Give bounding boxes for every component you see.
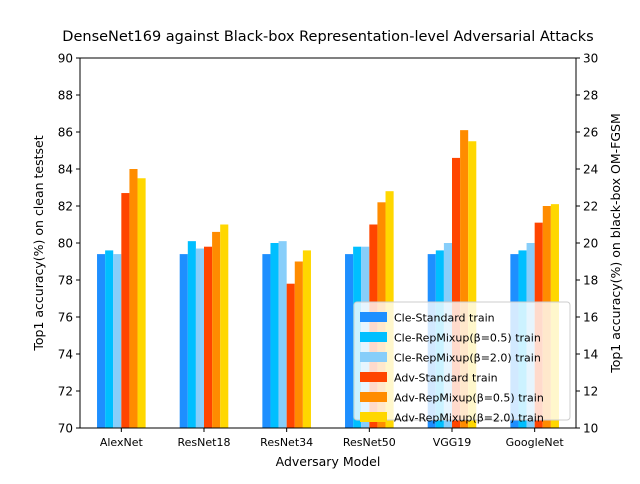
legend-swatch	[360, 352, 387, 362]
bar-alexnet-series-3	[113, 254, 122, 428]
y-tick-label: 80	[58, 237, 73, 251]
bar-resnet18-series-5	[212, 231, 221, 428]
bar-resnet34-series-4	[286, 283, 295, 428]
legend-label: Adv-Standard train	[394, 372, 498, 385]
x-tick-label: AlexNet	[100, 436, 144, 449]
x-tick-label: VGG19	[433, 436, 472, 449]
bar-resnet18-series-1	[179, 254, 188, 428]
legend-box	[353, 301, 571, 421]
y-tick-label: 76	[58, 311, 73, 325]
y2-tick-label: 14	[583, 348, 598, 362]
bar-vgg19-series-5	[460, 130, 469, 428]
bar-alexnet-series-4	[121, 193, 130, 428]
y2-tick-label: 28	[583, 89, 598, 103]
y-tick-label: 78	[58, 274, 73, 288]
legend-swatch	[360, 392, 387, 402]
y-tick-label: 84	[58, 163, 73, 177]
legend-label: Adv-RepMixup(β=2.0) train	[394, 412, 544, 425]
x-tick-label: ResNet34	[260, 436, 313, 449]
y-tick-label: 88	[58, 89, 73, 103]
y-tick-label: 72	[58, 385, 73, 399]
bar-vgg19-series-4	[452, 157, 461, 428]
bar-resnet50-series-1	[345, 254, 354, 428]
y2-tick-label: 26	[583, 126, 598, 140]
y2-axis-label: Top1 accuracy(%) on black-box OM-FGSM	[608, 113, 623, 374]
bar-vgg19-series-6	[468, 141, 477, 428]
bar-resnet34-series-1	[262, 254, 271, 428]
x-axis-label: Adversary Model	[276, 454, 381, 469]
y-tick-label: 86	[58, 126, 73, 140]
legend: Cle-Standard train Cle-RepMixup(β=0.5) tr…	[353, 301, 571, 425]
y2-tick-label: 10	[583, 422, 598, 436]
bar-alexnet-series-6	[137, 178, 146, 428]
bar-resnet18-series-3	[195, 248, 204, 428]
legend-swatch	[360, 312, 387, 322]
x-tick-label: ResNet18	[178, 436, 231, 449]
y2-tick-label: 20	[583, 237, 598, 251]
y2-tick-label: 12	[583, 385, 598, 399]
legend-label: Cle-RepMixup(β=2.0) train	[394, 352, 541, 365]
y2-tick-label: 18	[583, 274, 598, 288]
legend-label: Adv-RepMixup(β=0.5) train	[394, 392, 544, 405]
bar-alexnet-series-2	[105, 250, 114, 428]
legend-label: Cle-Standard train	[394, 312, 495, 325]
right-axis: 10 12 14 16 18 20 22 24 26 28 30	[576, 52, 598, 436]
y2-tick-label: 22	[583, 200, 598, 214]
bar-resnet18-series-4	[204, 246, 213, 428]
y-tick-label: 74	[58, 348, 73, 362]
bar-alexnet-series-5	[129, 169, 138, 428]
x-axis: AlexNet ResNet18 ResNet34 ResNet50 VGG19 Goog…	[100, 428, 565, 449]
x-tick-label: ResNet50	[343, 436, 396, 449]
y2-tick-label: 30	[583, 52, 598, 66]
bar-resnet34-series-2	[270, 243, 279, 428]
bar-resnet34-series-6	[302, 250, 311, 428]
bar-resnet18-series-2	[187, 241, 196, 428]
chart-title: DenseNet169 against Black-box Representa…	[62, 29, 593, 45]
x-tick-label: GoogleNet	[506, 436, 565, 449]
y-tick-label: 90	[58, 52, 73, 66]
bar-resnet34-series-5	[294, 261, 303, 428]
legend-swatch	[360, 332, 387, 342]
bar-alexnet-series-1	[97, 254, 106, 428]
y2-tick-label: 16	[583, 311, 598, 325]
legend-label: Cle-RepMixup(β=0.5) train	[394, 332, 541, 345]
y-tick-label: 70	[58, 422, 73, 436]
y-tick-label: 82	[58, 200, 73, 214]
bar-resnet18-series-6	[220, 224, 229, 428]
y-axis-label: Top1 accuracy(%) on clean testset	[31, 135, 46, 351]
bar-resnet34-series-3	[278, 241, 287, 428]
left-axis: 70 72 74 76 78 80 82 84 86 88 90	[58, 52, 80, 436]
legend-swatch	[360, 412, 387, 422]
y2-tick-label: 24	[583, 163, 598, 177]
legend-swatch	[360, 372, 387, 382]
